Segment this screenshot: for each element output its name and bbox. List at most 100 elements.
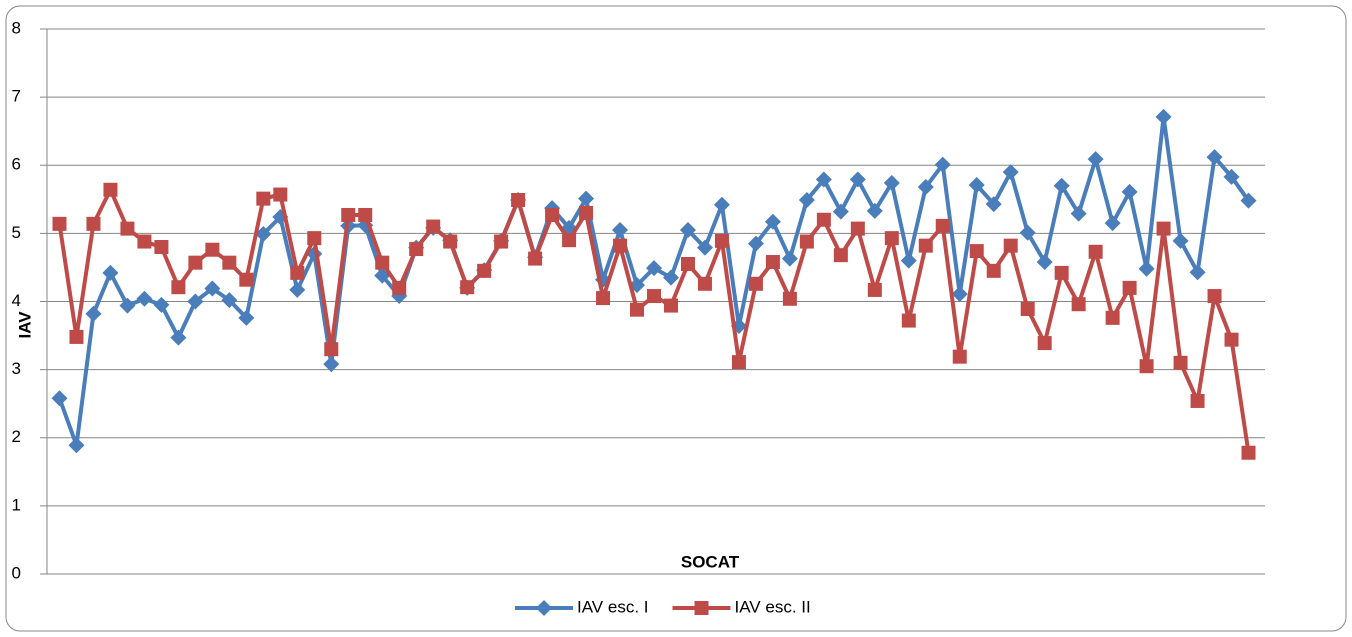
marker <box>120 221 135 236</box>
marker <box>171 280 186 295</box>
x-axis-title: SOCAT <box>681 552 740 571</box>
marker <box>1002 164 1019 181</box>
marker <box>578 190 595 207</box>
marker <box>511 192 526 207</box>
marker <box>52 216 67 231</box>
marker <box>986 263 1001 278</box>
marker <box>324 342 339 357</box>
marker <box>85 305 102 322</box>
marker <box>323 356 340 373</box>
marker <box>969 244 984 259</box>
marker <box>443 234 458 249</box>
y-tick-label: 7 <box>12 87 21 106</box>
marker <box>238 309 255 326</box>
marker <box>103 182 118 197</box>
marker <box>613 238 628 253</box>
marker <box>1155 108 1172 125</box>
marker <box>69 329 84 344</box>
marker <box>765 254 780 269</box>
marker <box>86 216 101 231</box>
marker <box>696 239 713 256</box>
marker <box>545 207 560 222</box>
marker <box>748 276 763 291</box>
y-tick-label: 5 <box>12 223 21 242</box>
marker <box>849 171 866 188</box>
marker <box>1207 289 1222 304</box>
marker <box>1105 310 1120 325</box>
marker <box>781 250 798 267</box>
marker <box>1121 183 1138 200</box>
marker <box>934 156 951 173</box>
marker <box>1122 280 1137 295</box>
marker <box>764 213 781 230</box>
y-tick-label: 6 <box>12 155 21 174</box>
marker <box>1070 205 1087 222</box>
marker <box>952 349 967 364</box>
marker <box>460 280 475 295</box>
marker <box>102 264 119 281</box>
marker <box>850 221 865 236</box>
marker <box>119 297 136 314</box>
marker <box>170 329 187 346</box>
legend-label: IAV esc. I <box>577 597 649 616</box>
marker <box>883 174 900 191</box>
marker <box>1240 192 1257 209</box>
marker <box>612 221 629 238</box>
marker <box>536 600 552 616</box>
marker <box>662 269 679 286</box>
marker <box>816 212 831 227</box>
marker <box>188 255 203 270</box>
marker <box>1189 264 1206 281</box>
marker <box>798 191 815 208</box>
marker <box>290 265 305 280</box>
y-tick-label: 1 <box>12 495 21 514</box>
marker <box>1104 215 1121 232</box>
chart-border <box>5 5 1347 632</box>
marker <box>694 601 709 615</box>
marker <box>1088 244 1103 259</box>
marker <box>1190 393 1205 408</box>
marker <box>1156 221 1171 236</box>
marker <box>221 292 238 309</box>
marker <box>187 293 204 310</box>
marker <box>562 233 577 248</box>
marker <box>1036 253 1053 270</box>
marker <box>68 437 85 454</box>
marker <box>713 196 730 213</box>
marker <box>1071 297 1086 312</box>
marker <box>137 234 152 249</box>
series <box>52 182 1256 460</box>
marker <box>1223 168 1240 185</box>
marker <box>680 257 695 272</box>
marker <box>867 282 882 297</box>
marker <box>1020 301 1035 316</box>
legend-label: IAV esc. II <box>735 597 811 616</box>
marker <box>239 272 254 287</box>
marker <box>289 281 306 298</box>
marker <box>494 234 509 249</box>
marker <box>204 280 221 297</box>
y-tick-label: 8 <box>12 18 21 37</box>
marker <box>1206 149 1223 166</box>
marker <box>697 276 712 291</box>
marker <box>1087 151 1104 168</box>
marker <box>901 313 916 328</box>
y-tick-label: 4 <box>12 291 21 310</box>
marker <box>477 263 492 278</box>
marker <box>136 290 153 307</box>
marker <box>1241 445 1256 460</box>
marker <box>1003 238 1018 253</box>
marker <box>747 235 764 252</box>
marker <box>528 251 543 266</box>
marker <box>731 355 746 370</box>
y-tick-label: 2 <box>12 427 21 446</box>
marker <box>1138 260 1155 277</box>
y-tick-label: 0 <box>12 563 21 582</box>
marker <box>1053 177 1070 194</box>
marker <box>205 242 220 257</box>
marker <box>255 226 272 243</box>
marker <box>409 242 424 257</box>
marker <box>1173 355 1188 370</box>
marker <box>815 171 832 188</box>
marker <box>935 218 950 233</box>
